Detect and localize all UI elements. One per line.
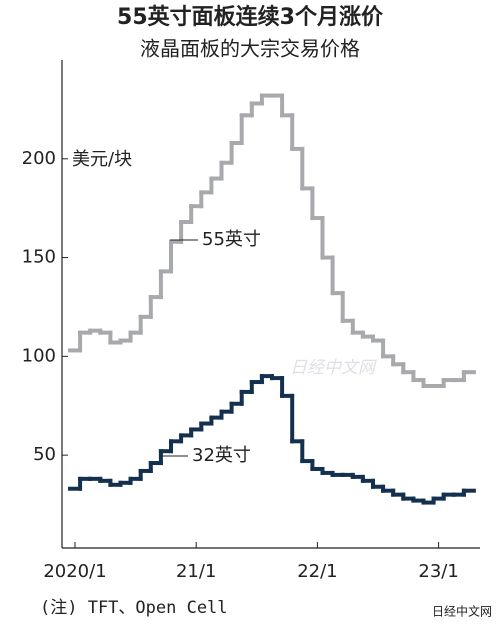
y-tick-label: 200 bbox=[22, 148, 56, 169]
chart-title: 55英寸面板连续3个月涨价 bbox=[117, 4, 384, 30]
y-axis-label: 美元/块 bbox=[72, 149, 132, 170]
series-label: 32英寸 bbox=[192, 445, 251, 466]
x-tick-label: 21/1 bbox=[176, 561, 216, 582]
y-tick-label: 50 bbox=[33, 444, 56, 465]
chart-subtitle: 液晶面板的大宗交易价格 bbox=[140, 37, 360, 61]
x-tick-label: 23/1 bbox=[418, 561, 458, 582]
series-label: 55英寸 bbox=[202, 229, 261, 250]
watermark: 日经中文网 bbox=[290, 358, 377, 378]
y-tick-label: 100 bbox=[22, 345, 56, 366]
x-tick-label: 2020/1 bbox=[43, 561, 106, 582]
y-tick-label: 150 bbox=[22, 247, 56, 268]
note: (注) TFT、Open Cell bbox=[40, 598, 228, 618]
x-tick-label: 22/1 bbox=[297, 561, 337, 582]
source: 日经中文网 bbox=[432, 604, 492, 619]
